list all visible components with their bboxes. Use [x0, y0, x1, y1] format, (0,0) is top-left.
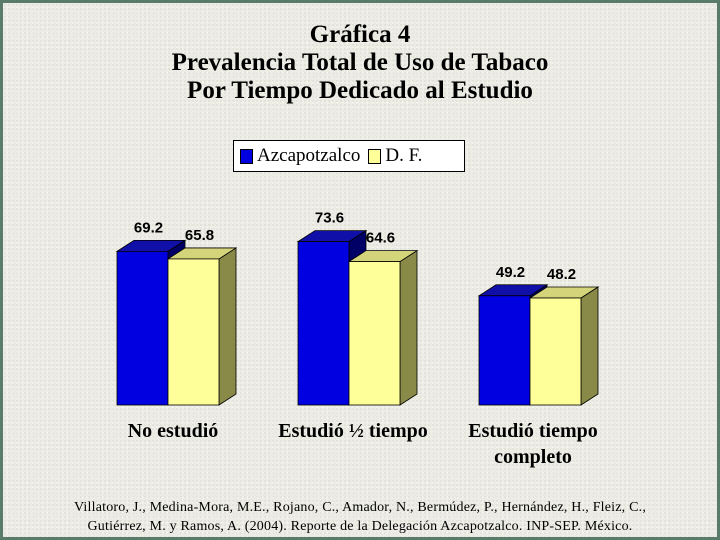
bar-df: [167, 258, 220, 406]
bar-df: [529, 297, 582, 406]
source-line-1: Villatoro, J., Medina-Mora, M.E., Rojano…: [73, 500, 647, 515]
bar-df: [348, 261, 401, 406]
chart-legend: Azcapotzalco D. F.: [233, 140, 465, 172]
title-line-2: Prevalencia Total de Uso de Tabaco: [171, 49, 549, 76]
data-label: 69.2: [134, 219, 163, 236]
bar-side-df: [218, 247, 237, 406]
data-label: 49.2: [496, 264, 525, 281]
data-label: 48.2: [547, 266, 576, 283]
bar-azcapotzalco: [478, 295, 531, 406]
source-citation: Villatoro, J., Medina-Mora, M.E., Rojano…: [3, 498, 717, 536]
title-line-3: Por Tiempo Dedicado al Estudio: [187, 77, 533, 104]
title-line-1: Gráfica 4: [309, 21, 411, 48]
category-label-line: No estudió: [127, 420, 219, 442]
bar-side-df: [580, 286, 599, 406]
legend-swatch-azcapotzalco: [240, 148, 253, 164]
bar-chart: 69.2 65.8 73.6 64.6 49.2 48.2: [115, 210, 600, 406]
chart-title: Gráfica 4 Prevalencia Total de Uso de Ta…: [3, 21, 717, 105]
category-label-medio-tiempo: Estudió ½ tiempo: [243, 418, 463, 444]
source-line-2: Gutiérrez, M. y Ramos, A. (2004). Report…: [87, 519, 633, 534]
data-label: 64.6: [366, 230, 395, 247]
category-label-line: Estudió ½ tiempo: [278, 420, 428, 442]
legend-label-df: D. F.: [385, 145, 423, 166]
category-label-tiempo-completo: Estudió tiempo completo: [423, 418, 643, 470]
category-label-no-estudio: No estudió: [63, 418, 283, 444]
data-label: 65.8: [185, 227, 214, 244]
legend-item-df: D. F.: [368, 145, 422, 167]
legend-item-azcapotzalco: Azcapotzalco: [240, 145, 360, 167]
bar-azcapotzalco: [297, 241, 350, 406]
data-label: 73.6: [315, 210, 344, 227]
bar-azcapotzalco: [116, 250, 169, 406]
category-label-line: Estudió tiempo: [468, 420, 598, 442]
legend-label-azcapotzalco: Azcapotzalco: [257, 145, 361, 166]
legend-swatch-df: [368, 148, 382, 164]
slide-frame: Gráfica 4 Prevalencia Total de Uso de Ta…: [3, 3, 717, 537]
category-label-line: completo: [494, 446, 572, 468]
bar-side-df: [399, 249, 418, 406]
